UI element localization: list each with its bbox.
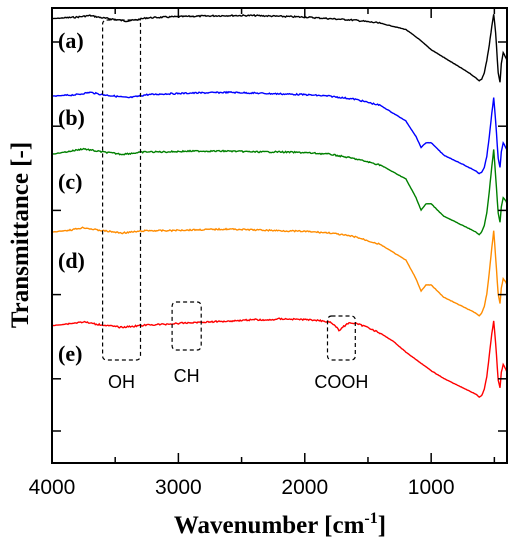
x-axis-title-main: Wavenumber [cm [174,512,365,539]
plot-frame [51,7,508,464]
curve-label-2: (c) [58,169,82,194]
annotation-box-0 [101,19,142,361]
curve-labels: (a) (b) (c) (d) (e) [58,28,85,366]
series-line-4 [51,317,508,398]
curve-label-0: (a) [58,28,84,53]
x-tick-label-3: 1000 [408,476,455,499]
series-line-0 [52,14,508,83]
annotation-boxes [101,19,356,361]
x-axis-title: Wavenumber [cm-1] [174,510,386,539]
x-tick-label-2: 2000 [281,476,328,499]
annotation-label-2: COOH [314,372,368,392]
annotation-box-2 [326,315,356,361]
series-line-2 [51,147,508,236]
y-axis-title: Transmittance [-] [7,142,34,328]
annotation-label-1: CH [174,366,200,386]
curves-group [51,14,508,398]
series-line-3 [51,226,508,317]
curve-label-3: (d) [58,248,85,273]
x-tick-label-1: 3000 [155,476,202,499]
x-axis-title-sup: -1 [364,510,377,527]
x-axis-ticks: 4000 3000 2000 1000 [29,8,496,499]
x-tick-label-0: 4000 [29,476,76,499]
annotation-labels: OH CH COOH [108,366,368,392]
x-axis-title-suffix: ] [378,512,386,539]
curve-label-1: (b) [58,105,85,130]
annotation-label-0: OH [108,372,135,392]
series-line-1 [51,90,508,175]
y-axis-ticks [52,41,507,432]
annotation-box-1 [171,301,202,351]
curve-label-4: (e) [58,341,82,366]
